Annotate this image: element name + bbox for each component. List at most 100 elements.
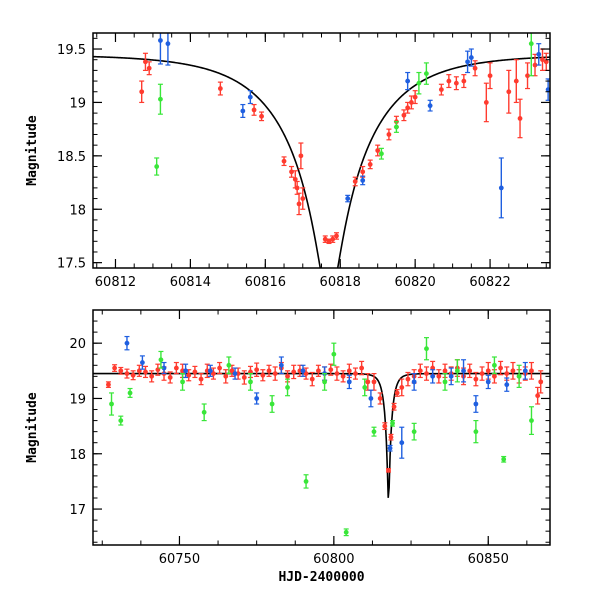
- data-point: [411, 379, 417, 385]
- data-point: [536, 51, 542, 57]
- data-point: [207, 368, 213, 374]
- model-curve: [93, 55, 550, 268]
- data-point: [468, 55, 474, 60]
- data-point: [294, 185, 300, 191]
- data-point: [461, 368, 466, 374]
- data-point: [316, 368, 321, 374]
- data-point: [506, 89, 512, 95]
- data-point: [430, 373, 436, 379]
- data-point: [248, 379, 253, 385]
- data-point: [386, 467, 391, 473]
- data-point: [309, 376, 315, 382]
- data-point: [360, 169, 366, 175]
- data-point: [300, 368, 306, 374]
- data-point: [528, 41, 534, 47]
- data-point: [543, 59, 549, 65]
- data-point: [334, 233, 339, 239]
- data-point: [180, 379, 185, 385]
- data-point: [371, 379, 377, 385]
- data-point: [247, 94, 253, 100]
- data-point: [322, 379, 327, 385]
- data-point: [340, 373, 346, 379]
- data-point: [513, 78, 519, 84]
- data-point: [300, 196, 306, 201]
- data-point: [417, 368, 423, 374]
- data-point: [465, 59, 470, 65]
- data-point: [399, 385, 405, 390]
- data-point: [472, 65, 478, 71]
- data-point: [109, 401, 114, 407]
- x-tick-label: 60800: [313, 552, 354, 567]
- data-point: [467, 368, 473, 374]
- y-tick-label: 18: [69, 203, 86, 218]
- data-point: [251, 107, 257, 113]
- data-point: [346, 368, 352, 374]
- data-point: [143, 369, 148, 375]
- data-point: [479, 371, 485, 376]
- data-point: [201, 409, 207, 415]
- data-point: [427, 103, 433, 109]
- plot-frame: [92, 309, 551, 546]
- data-point: [303, 371, 309, 376]
- data-point: [186, 372, 192, 378]
- y-axis-title: Magnitude: [25, 115, 40, 186]
- data-point: [330, 236, 336, 242]
- data-point: [379, 151, 384, 157]
- data-point: [382, 423, 388, 429]
- data-point: [375, 148, 381, 153]
- data-point: [498, 185, 504, 191]
- data-point: [516, 373, 522, 379]
- y-tick-label: 20: [69, 337, 86, 352]
- y-tick-label: 19: [69, 96, 86, 111]
- data-series-1: [124, 335, 528, 459]
- data-point: [165, 41, 171, 47]
- data-point: [158, 357, 164, 363]
- data-point: [436, 373, 442, 379]
- data-point: [331, 351, 337, 357]
- data-point: [149, 373, 155, 379]
- data-point: [130, 372, 136, 378]
- data-point: [492, 362, 497, 368]
- data-point: [353, 371, 358, 376]
- data-point: [424, 346, 429, 352]
- data-point: [453, 80, 459, 86]
- data-point: [367, 161, 373, 167]
- y-tick-label: 18.5: [57, 150, 86, 165]
- data-point: [254, 367, 260, 373]
- data-point: [146, 65, 152, 71]
- data-point: [241, 375, 247, 380]
- data-point: [438, 87, 444, 93]
- x-axis-title: HJD-2400000: [278, 570, 364, 585]
- bottom-panel-full-light-curve: 60750 60800 60850 17 18 19 20 Magnitude HJD-2400…: [25, 309, 551, 585]
- data-point: [504, 382, 510, 388]
- data-point: [269, 401, 275, 407]
- data-point: [161, 365, 167, 371]
- data-point: [343, 529, 349, 535]
- data-point: [254, 396, 260, 401]
- x-tick-label: 60816: [245, 275, 286, 290]
- data-point: [412, 94, 418, 100]
- data-point: [423, 71, 429, 76]
- data-point: [158, 38, 163, 43]
- data-point: [278, 362, 284, 368]
- data-point: [158, 96, 163, 102]
- data-point: [303, 479, 309, 484]
- data-point: [285, 385, 290, 390]
- data-point: [167, 375, 173, 380]
- top-panel-zoomed-light-curve: 60812 60814 60816 60818 60820 60822 17.5 18 18.5…: [25, 32, 551, 290]
- data-point: [532, 62, 538, 68]
- data-point: [173, 365, 179, 371]
- data-point: [281, 158, 287, 164]
- data-point: [485, 368, 491, 374]
- data-point: [226, 362, 232, 368]
- data-point: [112, 365, 118, 371]
- data-point: [292, 176, 298, 182]
- data-point: [334, 371, 340, 376]
- data-point: [326, 238, 332, 244]
- data-point: [266, 368, 272, 374]
- data-point: [416, 80, 422, 86]
- data-point: [240, 108, 246, 114]
- data-point: [405, 376, 411, 382]
- x-tick-label: 60820: [394, 275, 435, 290]
